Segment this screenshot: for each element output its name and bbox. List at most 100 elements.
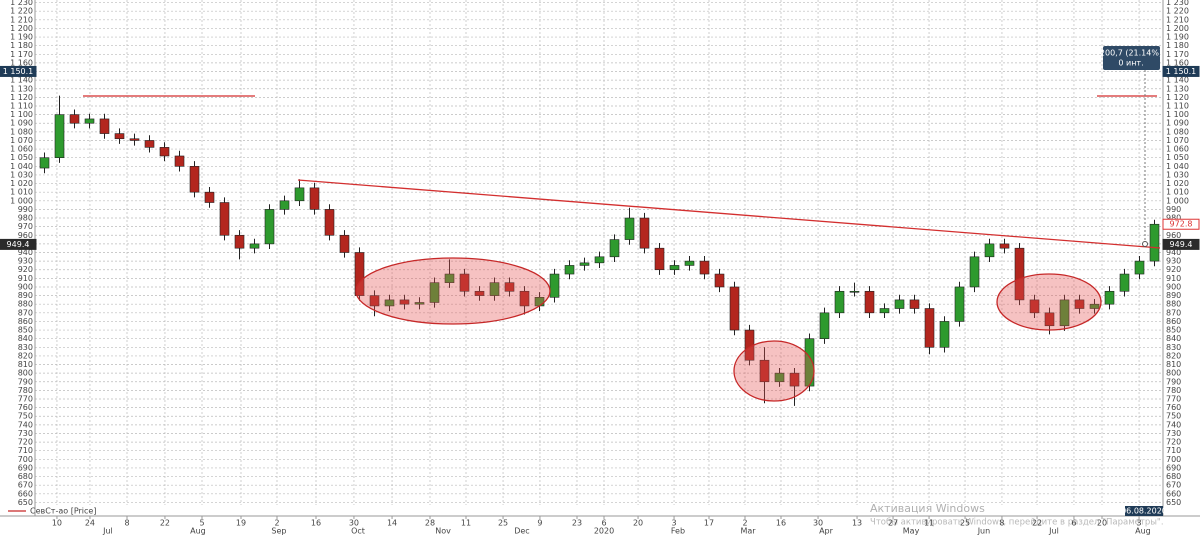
candle-body bbox=[1134, 260, 1145, 275]
x-tick-label: 10 bbox=[52, 519, 62, 528]
y-tick-label: 690 bbox=[1166, 463, 1181, 472]
y-tick-label: 740 bbox=[1166, 420, 1181, 429]
y-tick-label: 820 bbox=[1166, 351, 1181, 360]
candle-body bbox=[369, 295, 380, 307]
y-tick-label: 860 bbox=[18, 317, 33, 326]
candle-body bbox=[309, 187, 320, 210]
y-tick-label: 1 180 bbox=[1166, 41, 1189, 50]
candle-body bbox=[429, 282, 440, 303]
y-tick-label: 1 160 bbox=[1166, 58, 1189, 67]
candle-body bbox=[1119, 273, 1130, 292]
candle-body bbox=[834, 290, 845, 314]
candle-body bbox=[99, 118, 110, 134]
x-tick-label: 8 bbox=[999, 519, 1004, 528]
candle-body bbox=[774, 372, 785, 383]
price-markers: 1 150.1 1 150.1 949.4 949.4 972.8 bbox=[0, 65, 1200, 250]
watermark-text: Чтобы активировать Windows, перейдите в … bbox=[870, 518, 1164, 528]
y-tick-label: 810 bbox=[1166, 360, 1181, 369]
y-tick-label: 1 090 bbox=[10, 119, 33, 128]
candle-body bbox=[699, 260, 710, 275]
y-tick-label: 930 bbox=[1166, 257, 1181, 266]
y-tick-label: 930 bbox=[18, 257, 33, 266]
candle-body bbox=[279, 200, 290, 210]
candle-body bbox=[474, 290, 485, 296]
date-box bbox=[1125, 506, 1163, 516]
y-tick-label: 1 210 bbox=[1166, 15, 1189, 24]
candle-body bbox=[339, 234, 350, 253]
candle-body bbox=[924, 308, 935, 348]
y-tick-label: 910 bbox=[18, 274, 33, 283]
x-tick-label: 3 bbox=[672, 519, 677, 528]
candle-body bbox=[1029, 299, 1040, 314]
y-tick-label: 980 bbox=[18, 214, 33, 223]
x-tick-label: 8 bbox=[124, 519, 129, 528]
y-tick-label: 1 230 bbox=[1166, 0, 1189, 7]
candle-body bbox=[789, 372, 800, 387]
candle-body bbox=[294, 187, 305, 202]
month-label: Jul bbox=[1048, 527, 1059, 535]
y-tick-label: 1 010 bbox=[1166, 188, 1189, 197]
x-tick-label: 30 bbox=[813, 519, 823, 528]
y-tick-label: 1 190 bbox=[1166, 33, 1189, 42]
y-tick-label: 1 230 bbox=[10, 0, 33, 7]
y-tick-label: 740 bbox=[18, 420, 33, 429]
candle-body bbox=[144, 140, 155, 148]
y-tick-label: 1 060 bbox=[1166, 145, 1189, 154]
y-tick-label: 780 bbox=[1166, 386, 1181, 395]
candle-body bbox=[999, 243, 1010, 249]
candle-body bbox=[969, 256, 980, 288]
trend-line bbox=[297, 179, 1161, 249]
month-label: Aug bbox=[190, 527, 206, 535]
candle-body bbox=[1014, 247, 1025, 301]
candle-body bbox=[399, 299, 410, 305]
price-marker-box bbox=[1162, 238, 1200, 250]
y-tick-label: 1 030 bbox=[1166, 170, 1189, 179]
month-label: Nov bbox=[435, 527, 451, 535]
price-marker-label: 1 150.1 bbox=[3, 67, 34, 76]
x-tick-label: 25 bbox=[498, 519, 508, 528]
watermark-title: Активация Windows bbox=[870, 502, 985, 515]
x-tick-label: 20 bbox=[1097, 519, 1107, 528]
y-tick-label: 960 bbox=[1166, 231, 1181, 240]
x-tick-label: 22 bbox=[1032, 519, 1042, 528]
candle-body bbox=[129, 138, 140, 141]
candle-body bbox=[174, 155, 185, 167]
candle-body bbox=[354, 252, 365, 296]
y-tick-label: 1 220 bbox=[10, 7, 33, 16]
candle-body bbox=[1149, 223, 1160, 262]
y-tick-label: 700 bbox=[18, 455, 33, 464]
y-tick-label: 700 bbox=[1166, 455, 1181, 464]
month-label: Feb bbox=[671, 527, 685, 535]
candle-body bbox=[189, 166, 200, 193]
y-tick-label: 650 bbox=[1166, 498, 1181, 507]
y-tick-label: 960 bbox=[18, 231, 33, 240]
y-tick-label: 1 170 bbox=[1166, 50, 1189, 59]
y-tick-label: 1 020 bbox=[1166, 179, 1189, 188]
y-tick-label: 770 bbox=[18, 395, 33, 404]
y-tick-label: 730 bbox=[1166, 429, 1181, 438]
y-tick-label: 750 bbox=[1166, 412, 1181, 421]
x-tick-label: 24 bbox=[85, 519, 95, 528]
y-tick-label: 920 bbox=[18, 265, 33, 274]
y-tick-label: 800 bbox=[1166, 369, 1181, 378]
y-tick-label: 890 bbox=[18, 291, 33, 300]
month-label: Apr bbox=[819, 527, 834, 535]
y-tick-label: 860 bbox=[1166, 317, 1181, 326]
candle-body bbox=[639, 217, 650, 249]
y-tick-label: 1 130 bbox=[10, 84, 33, 93]
y-tick-label: 870 bbox=[18, 308, 33, 317]
price-marker-label: 949.4 bbox=[1170, 240, 1193, 249]
y-tick-label: 680 bbox=[18, 472, 33, 481]
price-marker-box bbox=[0, 238, 37, 250]
price-marker-box bbox=[1162, 218, 1200, 230]
y-tick-label: 890 bbox=[1166, 291, 1181, 300]
month-label: Jul bbox=[102, 527, 113, 535]
candle-body bbox=[1089, 303, 1100, 309]
y-tick-label: 710 bbox=[18, 446, 33, 455]
candle-body bbox=[654, 247, 665, 271]
candle-body bbox=[504, 282, 515, 292]
candle-body bbox=[414, 302, 425, 305]
y-tick-label: 880 bbox=[18, 300, 33, 309]
candle-body bbox=[984, 243, 995, 258]
